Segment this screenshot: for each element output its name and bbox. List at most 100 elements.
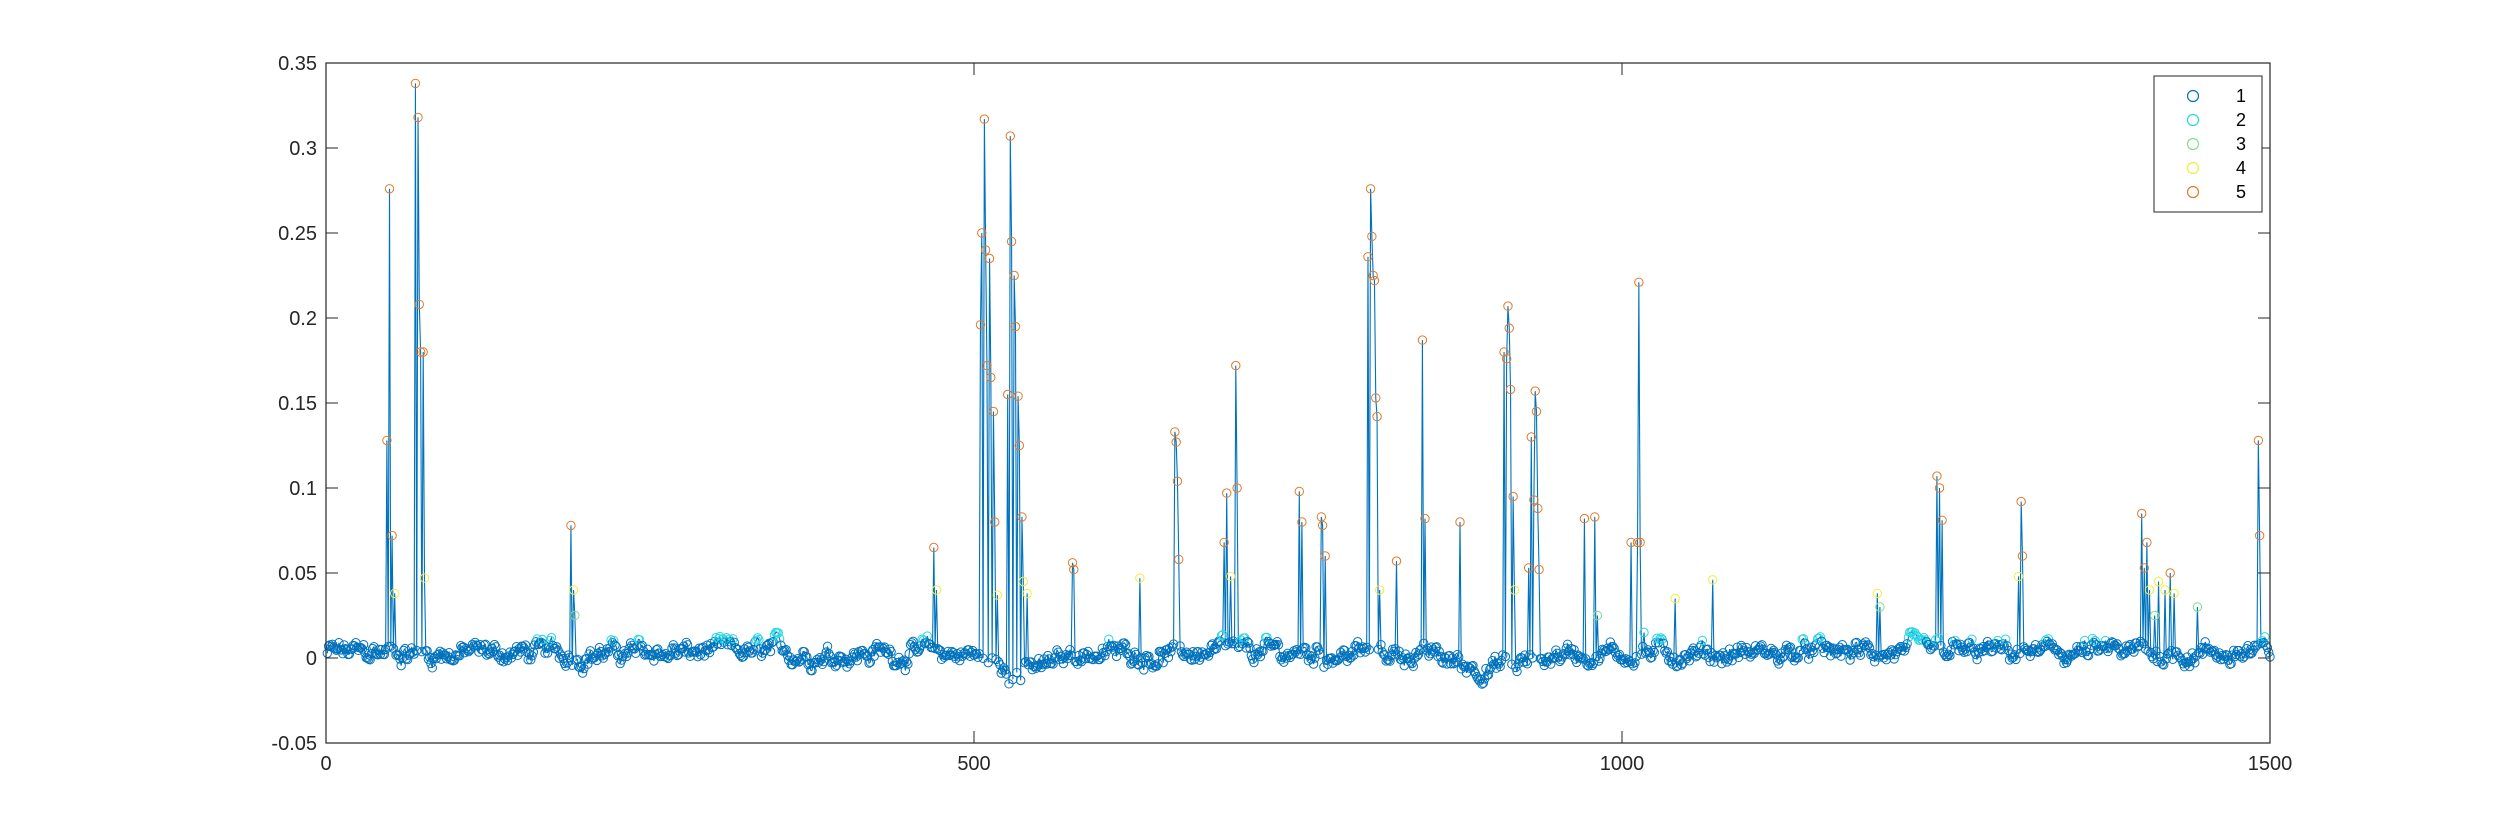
data-point-class-1 (1929, 641, 1940, 651)
data-point-class-1 (903, 659, 913, 669)
data-point-class-4 (1872, 588, 1883, 599)
data-point-class-1 (1242, 637, 1253, 647)
data-point-class-1 (1958, 645, 1968, 656)
data-point-class-1 (463, 646, 474, 657)
data-point-class-1 (1649, 647, 1660, 658)
data-point-class-1 (2236, 649, 2247, 659)
data-point-class-5 (1932, 471, 1942, 481)
data-point-class-5 (1317, 520, 1328, 531)
data-point-class-1 (1783, 644, 1793, 655)
data-point-class-5 (1368, 270, 1378, 281)
data-point-class-5 (1626, 537, 1636, 548)
data-point-class-1 (1295, 649, 1306, 660)
data-point-class-5 (1371, 393, 1381, 403)
data-point-class-1 (1332, 656, 1342, 666)
data-point-class-1 (1015, 675, 1026, 686)
data-point-class-1 (2006, 649, 2016, 659)
data-point-class-1 (1434, 646, 1444, 657)
data-point-class-1 (1809, 647, 1819, 658)
data-point-class-1 (804, 658, 815, 669)
data-point-class-1 (412, 645, 422, 656)
data-point-class-1 (2235, 651, 2245, 662)
data-point-class-5 (1006, 236, 1017, 247)
data-point-class-5 (413, 112, 423, 123)
data-point-class-5 (979, 114, 990, 124)
data-point-class-1 (632, 641, 642, 651)
data-point-class-1 (818, 656, 829, 667)
data-point-class-3 (1875, 602, 1885, 612)
data-point-class-1 (2112, 639, 2122, 649)
data-point-class-1 (1448, 659, 1459, 669)
data-point-class-3 (2149, 610, 2160, 621)
data-point-class-5 (1010, 321, 1021, 332)
data-point-class-5 (1320, 551, 1330, 561)
data-point-class-5 (384, 184, 395, 194)
data-point-class-1 (575, 663, 585, 673)
data-point-class-1 (357, 644, 367, 654)
data-point-class-1 (1741, 642, 1752, 653)
data-point-class-1 (379, 649, 390, 660)
data-point-class-1 (1943, 649, 1954, 659)
data-point-class-5 (1504, 323, 1514, 333)
data-point-class-5 (1579, 513, 1590, 524)
data-point-class-1 (594, 642, 605, 653)
data-point-class-4 (2013, 571, 2024, 582)
data-point-class-1 (1609, 643, 1619, 654)
data-point-class-1 (2222, 650, 2232, 661)
legend-marker-5 (2186, 185, 2200, 199)
data-point-class-1 (799, 646, 809, 657)
data-point-class-1 (2159, 660, 2169, 670)
data-point-class-1 (886, 646, 896, 657)
data-point-class-1 (947, 646, 957, 657)
data-point-class-1 (1100, 651, 1110, 661)
data-point-class-5 (1505, 384, 1516, 395)
data-point-class-1 (1829, 645, 1840, 655)
data-point-class-1 (1413, 649, 1424, 659)
data-point-class-1 (1376, 640, 1386, 650)
data-point-class-1 (966, 647, 977, 658)
data-point-class-1 (406, 643, 417, 653)
data-point-class-1 (377, 644, 387, 655)
data-point-class-1 (1673, 661, 1683, 671)
data-point-class-5 (2017, 551, 2028, 561)
data-point-class-1 (2002, 641, 2012, 651)
data-point-class-1 (1994, 639, 2004, 650)
data-point-class-5 (1372, 411, 1382, 422)
data-point-class-5 (975, 320, 986, 330)
data-point-class-5 (418, 347, 428, 357)
data-point-class-1 (999, 663, 1009, 673)
data-point-class-1 (1120, 639, 1131, 650)
data-point-class-1 (1824, 642, 1835, 652)
data-point-class-1 (1021, 656, 1031, 667)
data-point-class-1 (1255, 651, 1266, 662)
data-point-class-1 (396, 660, 406, 671)
data-point-class-4 (2160, 585, 2170, 595)
data-point-class-2 (1216, 630, 1227, 641)
data-point-class-1 (2161, 654, 2172, 664)
data-point-class-2 (1697, 635, 1708, 646)
data-point-class-1 (386, 641, 396, 651)
data-point-class-1 (1990, 638, 2000, 649)
data-point-class-1 (1588, 658, 1599, 668)
data-point-class-1 (402, 654, 413, 665)
data-point-class-1 (462, 645, 472, 656)
data-point-class-4 (2144, 585, 2155, 595)
data-point-class-5 (1069, 564, 1079, 575)
data-point-class-1 (1001, 669, 1012, 679)
data-point-class-1 (822, 641, 833, 652)
data-point-class-1 (375, 649, 386, 659)
data-point-class-1 (1181, 647, 1192, 657)
data-point-class-1 (581, 653, 592, 664)
data-point-class-5 (1635, 537, 1645, 548)
data-point-class-1 (794, 657, 804, 667)
data-point-class-1 (1223, 639, 1233, 649)
data-point-class-1 (1796, 645, 1806, 656)
data-point-class-1 (1553, 652, 1564, 662)
data-point-class-1 (572, 654, 583, 665)
data-point-class-1 (765, 646, 776, 657)
data-point-class-1 (824, 648, 834, 659)
data-point-class-5 (1363, 252, 1373, 262)
data-point-class-1 (1377, 647, 1387, 657)
data-point-class-5 (1455, 517, 1465, 527)
data-point-class-1 (1404, 652, 1415, 662)
